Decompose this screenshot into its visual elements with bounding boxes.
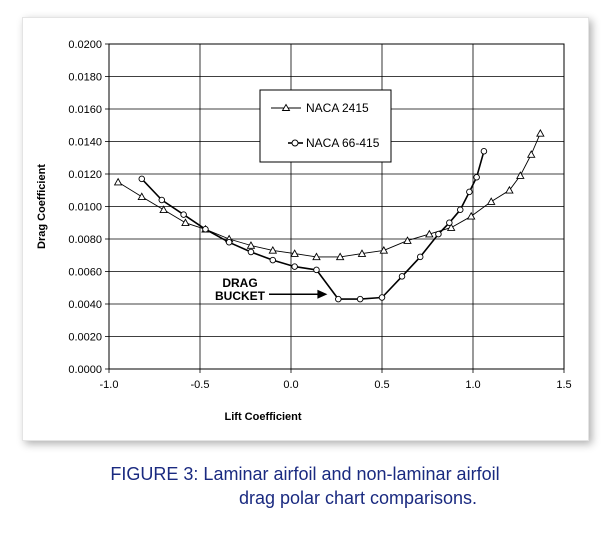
legend-item-naca-66-415: NACA 66-415 bbox=[288, 136, 380, 150]
legend-triangle-marker-icon bbox=[281, 103, 291, 111]
annotation-line-drag: DRAG bbox=[222, 276, 257, 290]
data-point-triangle bbox=[516, 171, 525, 179]
y-tick-label: 0.0180 bbox=[68, 72, 102, 84]
data-point-circle bbox=[378, 294, 386, 301]
data-point-triangle bbox=[246, 241, 256, 249]
series-line-naca-2415 bbox=[117, 133, 541, 258]
y-tick-label: 0.0100 bbox=[68, 202, 102, 214]
data-point-triangle bbox=[536, 128, 545, 137]
y-tick-label: 0.0060 bbox=[68, 267, 102, 279]
data-point-triangle bbox=[486, 197, 496, 205]
data-point-circle bbox=[138, 175, 146, 183]
y-tick-labels: 0.0000 0.0020 0.0040 0.0060 0.0080 0.0100 0.01… bbox=[68, 39, 102, 376]
data-point-circle bbox=[356, 295, 364, 303]
data-point-circle bbox=[466, 188, 473, 196]
data-point-triangle bbox=[181, 218, 190, 226]
data-point-circle bbox=[480, 147, 488, 155]
y-tick-label: 0.0040 bbox=[68, 299, 102, 311]
data-point-triangle bbox=[526, 150, 536, 158]
data-point-triangle bbox=[505, 185, 514, 194]
caption-line-2: drag polar chart comparisons. bbox=[238, 488, 478, 508]
data-point-circle bbox=[313, 266, 320, 274]
data-point-circle bbox=[202, 225, 209, 233]
data-point-triangle bbox=[425, 229, 434, 238]
x-tick-label: 1.0 bbox=[465, 379, 480, 391]
data-point-triangle bbox=[379, 245, 389, 254]
data-point-circle bbox=[247, 248, 255, 256]
data-point-circle bbox=[180, 211, 187, 218]
figure-caption: FIGURE 3: Laminar airfoil and non-lamina… bbox=[0, 462, 610, 510]
y-axis-label: Drag Coefficient bbox=[36, 164, 48, 249]
annotation-arrow-head-icon bbox=[317, 289, 328, 299]
series-layer bbox=[113, 128, 545, 303]
data-point-triangle bbox=[159, 205, 168, 213]
y-tick-label: 0.0140 bbox=[68, 137, 102, 149]
data-point-triangle bbox=[466, 211, 476, 220]
data-point-circle bbox=[446, 219, 453, 226]
data-point-triangle bbox=[137, 192, 147, 200]
y-tick-label: 0.0120 bbox=[68, 169, 102, 181]
data-point-circle bbox=[225, 238, 233, 246]
data-point-triangle bbox=[113, 177, 123, 186]
data-point-circle bbox=[473, 173, 480, 181]
data-point-circle bbox=[291, 263, 298, 270]
legend: NACA 2415 NACA 66-415 bbox=[259, 89, 392, 163]
y-tick-label: 0.0020 bbox=[68, 332, 102, 344]
y-tick-label: 0.0080 bbox=[68, 234, 102, 246]
drag-bucket-annotation: DRAG BUCKET bbox=[215, 276, 328, 303]
x-tick-label: 0.0 bbox=[283, 379, 298, 391]
data-point-triangle bbox=[335, 252, 345, 261]
data-point-triangle bbox=[290, 249, 299, 257]
x-tick-labels: -1.0 -0.5 0.0 0.5 1.0 1.5 bbox=[100, 379, 572, 391]
drag-polar-chart: 0.00000.00200.00400.00600.00800.01000.01… bbox=[36, 39, 572, 423]
data-point-circle bbox=[457, 206, 464, 213]
legend-box bbox=[259, 89, 392, 163]
y-tick-label: 0.0000 bbox=[68, 364, 102, 376]
legend-label-naca-66-415: NACA 66-415 bbox=[306, 136, 380, 150]
x-tick-label: 0.5 bbox=[374, 379, 389, 391]
data-point-circle bbox=[398, 273, 406, 280]
x-axis-label: Lift Coefficient bbox=[225, 411, 302, 423]
y-tick-label: 0.0200 bbox=[68, 39, 102, 51]
x-tick-label: 1.5 bbox=[556, 379, 571, 391]
data-point-triangle bbox=[312, 252, 321, 261]
legend-circle-marker-icon bbox=[291, 139, 299, 147]
data-point-triangle bbox=[268, 245, 278, 254]
data-point-triangle bbox=[403, 236, 412, 244]
data-point-triangle bbox=[357, 249, 367, 257]
legend-item-naca-2415: NACA 2415 bbox=[271, 101, 369, 115]
legend-label-naca-2415: NACA 2415 bbox=[306, 101, 369, 115]
data-point-triangle bbox=[446, 223, 456, 231]
data-point-circle bbox=[335, 295, 342, 303]
data-point-circle bbox=[416, 253, 424, 261]
x-tick-label: -1.0 bbox=[100, 379, 119, 391]
y-tick-label: 0.0160 bbox=[68, 104, 102, 116]
caption-line-1: FIGURE 3: Laminar airfoil and non-lamina… bbox=[110, 464, 500, 484]
data-point-circle bbox=[435, 230, 442, 238]
data-point-circle bbox=[269, 256, 277, 264]
plot-area-frame bbox=[108, 43, 565, 370]
chart-panel: 0.0000 0.0020 0.0040 0.0060 0.0080 0.0100 0.01… bbox=[22, 17, 589, 441]
data-point-circle bbox=[158, 196, 166, 204]
annotation-line-bucket: BUCKET bbox=[215, 289, 266, 303]
x-tick-label: -0.5 bbox=[191, 379, 210, 391]
